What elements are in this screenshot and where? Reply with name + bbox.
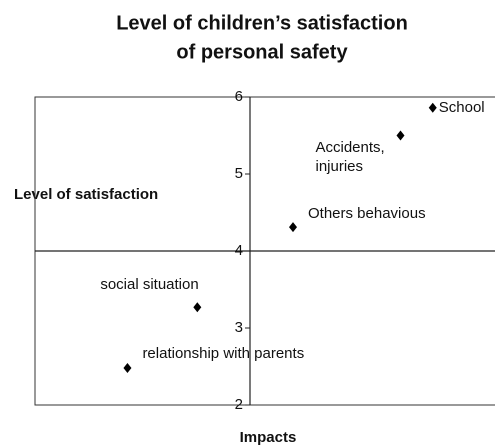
y-tick-label: 6 — [235, 88, 243, 105]
y-tick-label: 2 — [235, 396, 243, 413]
point — [396, 130, 405, 141]
point-label: relationship with parents — [142, 345, 305, 363]
chart-title: of personal safety — [176, 41, 348, 63]
y-tick-label: 4 — [235, 242, 243, 259]
point — [123, 363, 132, 374]
point-label: social situation — [100, 276, 199, 294]
y-tick-label: 3 — [235, 319, 243, 336]
point — [289, 222, 297, 233]
y-axis-label: Level of satisfaction — [14, 186, 158, 203]
point-label: School — [438, 98, 485, 116]
point — [193, 302, 202, 313]
point-label: Accidents, injuries — [315, 138, 385, 175]
y-tick-label: 5 — [235, 165, 243, 182]
point-label: Others behavious — [308, 205, 426, 223]
x-axis-label: Impacts — [240, 429, 297, 446]
chart-title: Level of children’s satisfaction — [116, 12, 408, 34]
point — [428, 102, 437, 113]
